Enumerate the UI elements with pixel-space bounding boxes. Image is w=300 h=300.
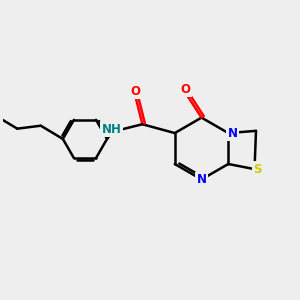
Text: N: N <box>196 173 206 186</box>
Text: N: N <box>228 127 238 140</box>
Text: S: S <box>253 163 262 176</box>
Text: O: O <box>130 85 140 98</box>
Text: NH: NH <box>101 123 122 136</box>
Text: O: O <box>180 82 190 95</box>
